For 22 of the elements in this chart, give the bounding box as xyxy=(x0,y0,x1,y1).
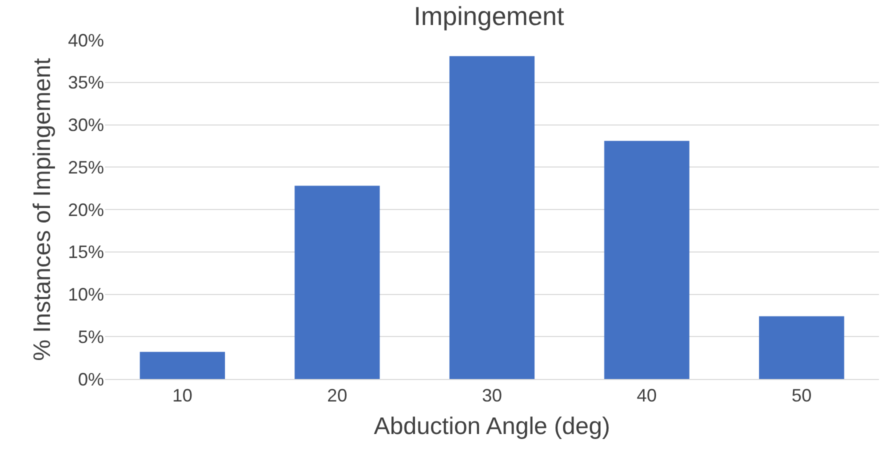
y-tick-label: 35% xyxy=(68,72,104,93)
x-tick-label: 20 xyxy=(327,386,348,406)
y-tick-label: 0% xyxy=(78,369,104,390)
x-axis-title: Abduction Angle (deg) xyxy=(374,412,610,440)
x-tick-label: 10 xyxy=(172,386,192,406)
x-tick-label: 40 xyxy=(636,386,657,406)
y-tick-label: 40% xyxy=(68,30,104,50)
y-tick-label: 10% xyxy=(68,284,104,305)
y-tick-label: 30% xyxy=(68,115,104,136)
y-axis-title: % Instances of Impingement xyxy=(29,58,56,361)
chart-title: Impingement xyxy=(414,0,565,31)
x-tick-label: 50 xyxy=(792,386,812,406)
bar xyxy=(759,316,844,379)
y-tick-label: 20% xyxy=(68,200,104,220)
y-tick-label: 15% xyxy=(68,242,104,262)
y-tick-label: 5% xyxy=(78,326,104,347)
bar xyxy=(449,56,535,379)
y-tick-label: 25% xyxy=(68,157,104,178)
bar xyxy=(604,140,690,379)
bar xyxy=(140,352,225,379)
bar xyxy=(294,186,380,379)
x-tick-label: 30 xyxy=(482,386,502,406)
